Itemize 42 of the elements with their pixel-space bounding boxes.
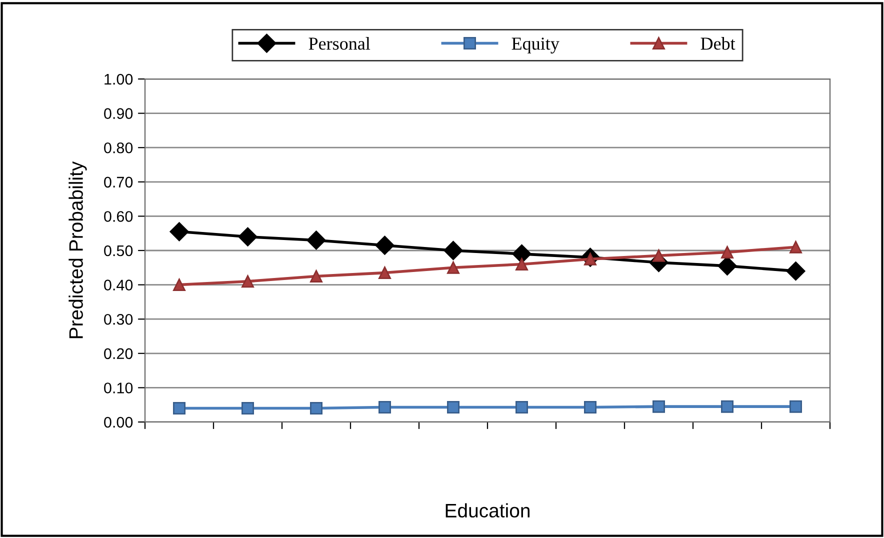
point [242, 275, 254, 288]
point [242, 402, 254, 415]
y-tick-label: 0.80 [104, 142, 133, 154]
point [173, 278, 186, 292]
point [310, 270, 322, 282]
point [721, 246, 734, 258]
point [516, 258, 528, 270]
point [444, 240, 463, 260]
legend-label: Equity [512, 38, 560, 54]
y-tick-label: 0.30 [104, 314, 133, 325]
y-tick-label: 0.00 [104, 416, 133, 428]
y-tick-label: 0.90 [104, 108, 133, 119]
point [306, 230, 326, 250]
legend-label: Debt [700, 37, 736, 50]
point [790, 240, 802, 254]
y-tick-label: 1.00 [104, 74, 133, 85]
point [375, 236, 394, 255]
y-tick-label: 0.20 [104, 348, 133, 360]
point [238, 227, 258, 246]
point [652, 249, 665, 262]
y-tick-label: 0.10 [104, 382, 133, 394]
point [173, 402, 186, 415]
point [786, 262, 806, 281]
point [447, 401, 460, 414]
point [721, 400, 734, 413]
point [170, 222, 189, 242]
point [310, 402, 322, 415]
point [584, 401, 596, 414]
y-tick-label: 0.50 [104, 245, 133, 256]
point [378, 401, 391, 414]
point [378, 266, 391, 280]
point [790, 400, 802, 413]
legend-label: Personal [308, 37, 370, 50]
x-axis-title: Education [446, 503, 530, 518]
y-tick-label: 0.40 [104, 280, 133, 290]
y-axis-title: Predicted Probability [68, 161, 87, 338]
point [516, 401, 528, 414]
point [447, 261, 460, 274]
point [652, 400, 665, 413]
y-tick-label: 0.70 [104, 176, 133, 188]
y-tick-label: 0.60 [104, 211, 133, 222]
point [512, 244, 532, 264]
